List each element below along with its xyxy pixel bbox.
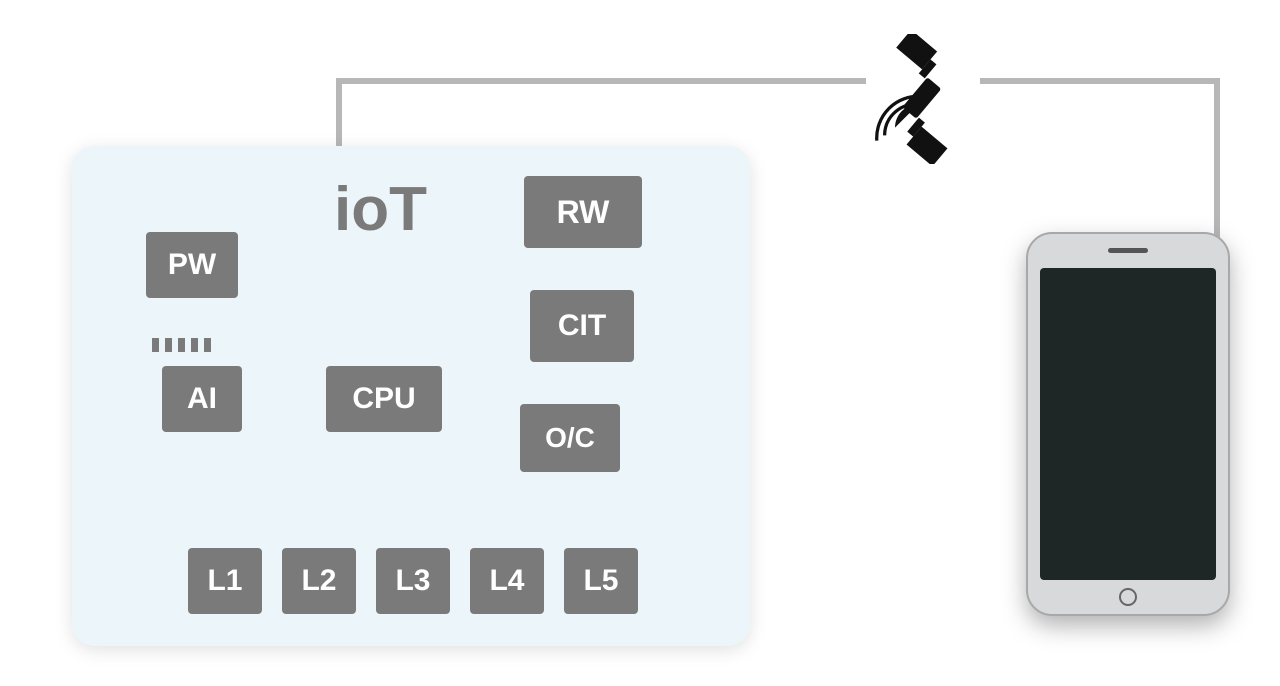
chip-label: AI <box>187 382 217 416</box>
iot-board: ioT PW AI CPU RW CIT O/C L1 L2 L3 L4 L5 <box>72 146 750 646</box>
chip-label: CIT <box>558 309 606 343</box>
chip-label: L1 <box>207 564 242 598</box>
connector-pin <box>178 338 185 352</box>
chip-cpu: CPU <box>326 366 442 432</box>
l-chip: L4 <box>470 548 544 614</box>
chip-rw: RW <box>524 176 642 248</box>
iot-title: ioT <box>334 174 427 245</box>
chip-oc: O/C <box>520 404 620 472</box>
diagram-canvas: ioT PW AI CPU RW CIT O/C L1 L2 L3 L4 L5 <box>0 0 1280 686</box>
connector-pins <box>152 338 211 352</box>
phone-body <box>1026 232 1230 616</box>
chip-label: L3 <box>395 564 430 598</box>
connector-pin <box>204 338 211 352</box>
connector-segment <box>980 78 1220 84</box>
phone-speaker <box>1108 248 1148 253</box>
chip-label: O/C <box>545 422 595 454</box>
chip-pw: PW <box>146 232 238 298</box>
connector-pin <box>191 338 198 352</box>
connector-pin <box>152 338 159 352</box>
phone-screen <box>1040 268 1216 580</box>
connector-segment <box>336 78 866 84</box>
satellite-icon <box>856 34 986 164</box>
smartphone-icon <box>1026 232 1230 616</box>
phone-home-button <box>1119 588 1137 606</box>
connector-segment <box>1214 78 1220 244</box>
chip-label: L2 <box>301 564 336 598</box>
l-chip: L5 <box>564 548 638 614</box>
connector-segment <box>336 78 342 150</box>
chip-label: CPU <box>352 382 415 416</box>
l-chip: L2 <box>282 548 356 614</box>
chip-label: PW <box>168 248 216 282</box>
l-chip: L3 <box>376 548 450 614</box>
chip-label: L4 <box>489 564 524 598</box>
chip-cit: CIT <box>530 290 634 362</box>
connector-pin <box>165 338 172 352</box>
chip-label: L5 <box>583 564 618 598</box>
l-chip: L1 <box>188 548 262 614</box>
chip-ai: AI <box>162 366 242 432</box>
chip-label: RW <box>557 194 610 231</box>
